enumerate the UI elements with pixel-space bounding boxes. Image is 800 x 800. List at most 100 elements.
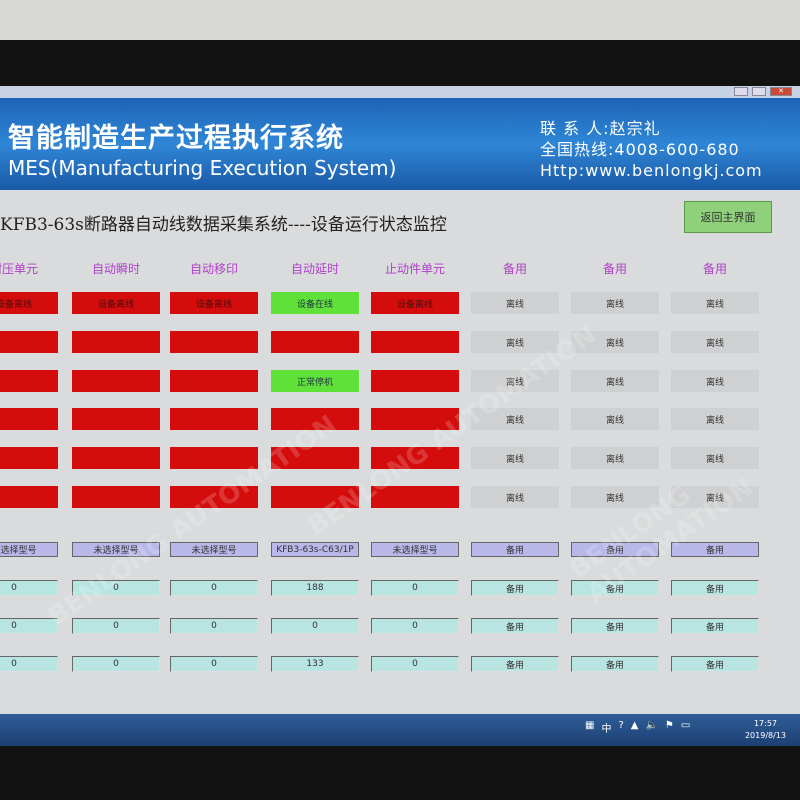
status-indicator: 设备离线 (72, 292, 160, 314)
status-indicator (271, 408, 359, 430)
status-indicator: 离线 (671, 447, 759, 469)
app-title-cn: 智能制造生产过程执行系统 (8, 123, 344, 154)
ime-indicator[interactable]: 中 (601, 724, 612, 735)
column-header: 自动瞬时 (91, 262, 140, 276)
status-indicator (371, 331, 459, 353)
status-indicator: 设备在线 (271, 292, 359, 314)
model-field: 未选择型号 (0, 542, 58, 557)
status-indicator: 离线 (671, 292, 759, 314)
count-field: 备用 (471, 656, 559, 672)
status-indicator (72, 447, 160, 469)
status-indicator: 离线 (671, 370, 759, 392)
model-field: 未选择型号 (170, 542, 258, 557)
status-indicator (170, 331, 258, 353)
model-field: 备用 (471, 542, 559, 557)
count-field: 0 (0, 656, 58, 672)
model-field: 未选择型号 (371, 542, 459, 557)
help-icon[interactable]: ? (618, 720, 624, 731)
count-field: 0 (371, 618, 459, 634)
status-indicator (170, 447, 258, 469)
status-indicator (0, 331, 58, 353)
website: Http:www.benlongkj.com (540, 161, 763, 180)
status-indicator (371, 447, 459, 469)
wall (0, 0, 800, 40)
back-to-main-button[interactable]: 返回主界面 (684, 201, 772, 233)
status-indicator: 离线 (571, 486, 659, 508)
status-indicator: 离线 (671, 331, 759, 353)
count-field: 备用 (571, 580, 659, 596)
status-indicator (72, 486, 160, 508)
network-icon[interactable]: ▭ (680, 720, 691, 731)
status-indicator: 离线 (571, 408, 659, 430)
column-header: 止动件单元 (384, 262, 445, 276)
status-indicator: 离线 (671, 486, 759, 508)
status-indicator: 离线 (471, 331, 559, 353)
show-hidden-icons[interactable]: ▲ (630, 720, 639, 731)
status-indicator (72, 408, 160, 430)
status-indicator (0, 447, 58, 469)
status-indicator (271, 331, 359, 353)
count-field: 备用 (571, 618, 659, 634)
status-indicator (170, 486, 258, 508)
contact-person: 联 系 人:赵宗礼 (540, 119, 661, 138)
model-field: 备用 (671, 542, 759, 557)
close-button[interactable]: ✕ (770, 87, 792, 96)
status-indicator: 离线 (471, 486, 559, 508)
contact-info: 联 系 人:赵宗礼 全国热线:4008-600-680 Http:www.ben… (540, 118, 763, 181)
status-indicator: 离线 (571, 370, 659, 392)
clock[interactable]: 17:57 2019/8/13 (745, 718, 786, 742)
status-indicator (271, 447, 359, 469)
status-indicator (0, 370, 58, 392)
column-header: 备用 (502, 262, 527, 276)
count-field: 备用 (471, 580, 559, 596)
status-indicator: 离线 (471, 292, 559, 314)
status-indicator: 正常停机 (271, 370, 359, 392)
count-field: 备用 (471, 618, 559, 634)
maximize-button[interactable] (752, 87, 766, 96)
flag-icon[interactable]: ⚑ (664, 720, 674, 731)
volume-icon[interactable]: 🔈 (645, 720, 658, 731)
app-title-en: MES(Manufacturing Execution System) (8, 156, 397, 180)
column-header: 耐压单元 (0, 262, 38, 276)
status-indicator: 离线 (571, 331, 659, 353)
status-indicator (170, 370, 258, 392)
status-indicator: 离线 (571, 292, 659, 314)
status-indicator: 设备离线 (371, 292, 459, 314)
count-field: 0 (170, 580, 258, 596)
count-field: 0 (72, 580, 160, 596)
count-field: 0 (0, 580, 58, 596)
count-field: 0 (72, 656, 160, 672)
count-field: 备用 (671, 618, 759, 634)
status-indicator (72, 370, 160, 392)
column-header: 备用 (602, 262, 627, 276)
header-banner: 智能制造生产过程执行系统 MES(Manufacturing Execution… (0, 98, 800, 190)
status-indicator: 离线 (571, 447, 659, 469)
column-header: 自动延时 (290, 262, 339, 276)
status-indicator (371, 370, 459, 392)
page-title: KFB3-63s断路器自动线数据采集系统----设备运行状态监控 (0, 215, 447, 235)
count-field: 133 (271, 656, 359, 672)
model-field: KFB3-63s-C63/1P (271, 542, 359, 557)
count-field: 0 (271, 618, 359, 634)
date: 2019/8/13 (744, 731, 786, 740)
taskbar: ▦ 中 ? ▲ 🔈 ⚑ ▭ 17:57 2019/8/13 (0, 714, 800, 746)
status-indicator: 离线 (471, 370, 559, 392)
app-tray-icon[interactable]: ▦ (585, 720, 595, 731)
system-tray: ▦ 中 ? ▲ 🔈 ⚑ ▭ (585, 720, 690, 735)
model-field: 备用 (571, 542, 659, 557)
column-header: 备用 (702, 262, 727, 276)
status-indicator: 设备离线 (170, 292, 258, 314)
count-field: 0 (0, 618, 58, 634)
count-field: 188 (271, 580, 359, 596)
status-indicator (72, 331, 160, 353)
count-field: 0 (170, 656, 258, 672)
status-indicator: 离线 (471, 447, 559, 469)
count-field: 备用 (671, 580, 759, 596)
minimize-button[interactable] (734, 87, 748, 96)
status-indicator (0, 486, 58, 508)
count-field: 备用 (571, 656, 659, 672)
window-titlebar: ✕ (0, 86, 800, 98)
count-field: 0 (371, 580, 459, 596)
column-header: 自动移印 (189, 262, 238, 276)
time: 17:57 (753, 719, 778, 728)
